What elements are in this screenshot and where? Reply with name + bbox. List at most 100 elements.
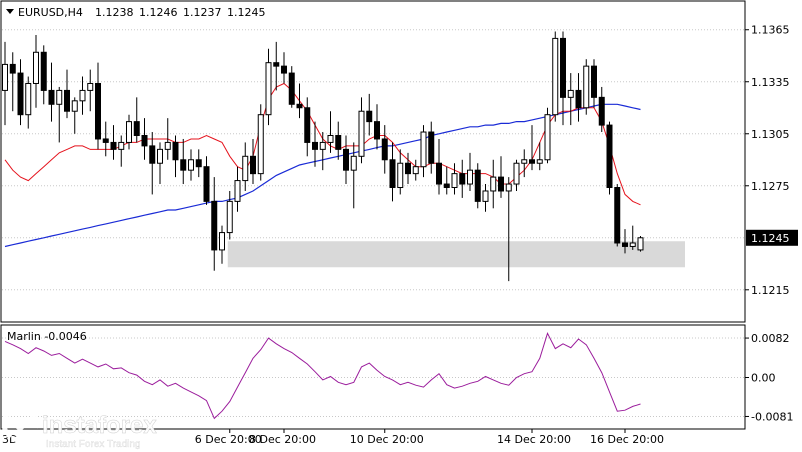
price-axis: 1.1365 1.1335 1.1305 1.1275 1.1215 1.1245 [745, 24, 798, 297]
candle-body-down [374, 121, 380, 140]
time-tick-label: 6 Dec 20:00 [195, 433, 262, 446]
candle-body-down [575, 89, 582, 109]
candle [451, 163, 458, 195]
watermark-brand: instaforex [42, 412, 157, 439]
candle [319, 132, 326, 171]
candle [257, 104, 264, 181]
candle [443, 166, 450, 195]
candle [381, 125, 388, 174]
candle-body-down [304, 107, 311, 143]
candle-body-down [498, 176, 504, 192]
candle [126, 114, 132, 150]
candle [474, 163, 481, 209]
candle [614, 184, 621, 247]
candle [420, 125, 427, 178]
candle [250, 138, 256, 185]
candle-body-up [164, 141, 171, 150]
candle-body-down [110, 141, 117, 150]
candle-body-down [64, 89, 70, 112]
candle-body-up [544, 114, 551, 161]
partial-time-label: 3D [2, 433, 17, 446]
candle-body-down [459, 173, 466, 185]
candle [226, 190, 233, 240]
candle-body-up [451, 173, 458, 189]
candle [560, 31, 566, 126]
marlin-line [4, 331, 641, 420]
candle-body-down [389, 159, 396, 189]
candle [350, 142, 357, 209]
candle [389, 142, 396, 202]
candle [64, 69, 70, 119]
candle-body-down [102, 138, 109, 143]
candle [591, 59, 597, 108]
time-tick-label: 14 Dec 20:00 [497, 433, 571, 446]
candle [180, 138, 187, 185]
candle [265, 48, 272, 126]
candle [312, 121, 318, 167]
candle [149, 132, 156, 195]
candle-body-down [405, 162, 411, 175]
candle [622, 229, 628, 254]
candle [141, 118, 148, 160]
candle [598, 86, 605, 133]
candle-body-up [567, 89, 574, 98]
time-axis: 6 Dec 20:008 Dec 20:00 10 Dec 20:00 14 Dec… [195, 429, 664, 446]
candle-body-up [226, 200, 233, 234]
candle [56, 86, 63, 143]
candle-body-up [412, 166, 419, 175]
candle-body-up [467, 169, 473, 185]
candle-body-up [482, 190, 489, 202]
candle [405, 152, 411, 185]
candle-body-up [87, 82, 94, 91]
candle [358, 97, 365, 164]
watermark-tagline: Instant Forex Trading [46, 439, 141, 450]
candle-body-down [48, 89, 55, 105]
candle [335, 121, 342, 160]
price-tick-label: 1.1275 [751, 180, 790, 193]
candle [110, 125, 117, 160]
candle [637, 236, 644, 252]
candle-body-up [33, 51, 39, 84]
candle-body-up [350, 155, 357, 171]
candle-body-down [17, 72, 24, 116]
candle [2, 41, 8, 126]
candle [234, 166, 241, 212]
candle-body-up [71, 100, 78, 112]
candle-body-up [219, 232, 225, 251]
candle-body-up [629, 242, 636, 247]
candle [164, 118, 171, 160]
time-tick-label: 8 Dec 20:00 [249, 433, 316, 446]
candle-body-up [234, 180, 241, 202]
indicator-grid [2, 337, 744, 417]
symbol-label: EURUSD,H4 [18, 6, 83, 19]
candle-body-up [126, 121, 132, 143]
candle-body-down [614, 187, 621, 244]
candle-body-down [9, 63, 16, 74]
candle-body-up [157, 148, 163, 164]
candle-body-down [443, 183, 450, 189]
candle [219, 225, 225, 264]
candle [552, 31, 559, 122]
candle-body-down [335, 134, 342, 150]
dropdown-triangle-icon[interactable] [6, 9, 14, 14]
candle [9, 52, 16, 112]
candle [118, 135, 125, 167]
candle-body-up [552, 37, 559, 116]
support-zone-group [227, 241, 685, 268]
candle [606, 121, 613, 195]
candle [629, 225, 636, 250]
candle-body-up [397, 162, 404, 189]
candle-body-up [420, 131, 427, 168]
candle [48, 62, 55, 122]
candle-body-up [265, 62, 272, 116]
candle-body-down [133, 121, 140, 136]
current-price-badge [746, 229, 798, 246]
ohlc-high: 1.1246 [139, 6, 178, 19]
candle-body-down [381, 138, 388, 161]
candle-body-down [180, 159, 187, 171]
candle [583, 59, 590, 115]
candle [172, 135, 179, 178]
candle-body-down [312, 141, 318, 150]
candle-body-down [288, 72, 295, 105]
candle-body-up [242, 155, 249, 182]
